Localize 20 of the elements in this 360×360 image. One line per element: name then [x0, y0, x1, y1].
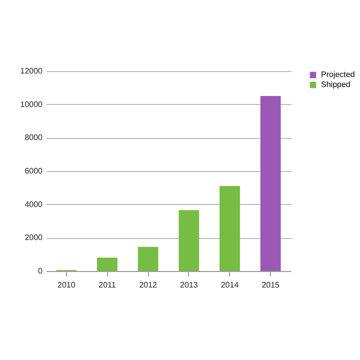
y-tick-label: 10000: [20, 100, 44, 109]
x-tick-label: 2011: [98, 280, 116, 290]
x-tick-label: 2015: [262, 280, 280, 290]
legend-label: Projected: [321, 70, 355, 79]
y-tick-label: 6000: [24, 166, 44, 176]
x-tick-label: 2014: [220, 280, 240, 290]
y-tick-label: 4000: [24, 200, 44, 209]
legend-label: Shipped: [321, 80, 350, 89]
x-tick-label: 2012: [139, 280, 158, 290]
y-tick-label: 0: [38, 266, 44, 276]
y-tick-label: 12000: [20, 66, 44, 76]
bar: [220, 186, 240, 271]
bar: [97, 258, 118, 271]
y-tick-label: 8000: [24, 133, 44, 142]
bar: [178, 210, 200, 271]
bar: [138, 246, 158, 271]
x-tick-label: 2013: [180, 280, 198, 290]
bar: [260, 96, 281, 271]
y-tick-label: 2000: [24, 233, 44, 242]
x-tick-label: 2010: [58, 280, 76, 290]
